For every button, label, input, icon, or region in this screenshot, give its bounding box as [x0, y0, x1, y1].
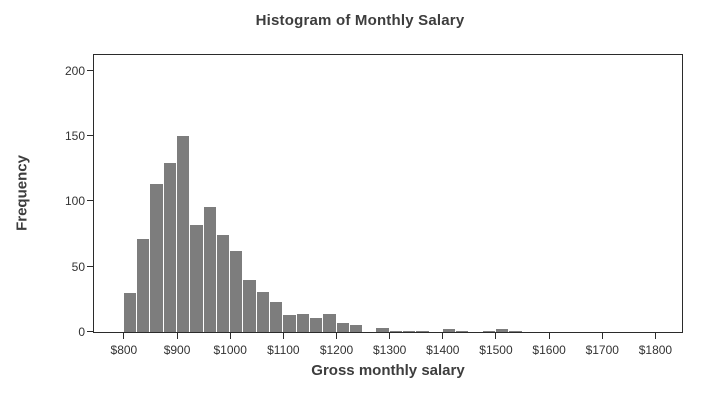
x-axis-label: Gross monthly salary — [311, 362, 465, 379]
histogram-bar — [216, 235, 230, 332]
y-axis-tick — [87, 200, 93, 202]
y-tick-label: 200 — [64, 63, 85, 78]
y-tick-label: 0 — [78, 325, 85, 339]
histogram-bar — [123, 292, 137, 332]
histogram-bar — [389, 330, 402, 332]
histogram-bar — [150, 184, 163, 332]
histogram-bar — [283, 315, 296, 332]
histogram-bar — [177, 136, 190, 332]
x-axis-tick — [601, 333, 603, 339]
x-axis-tick — [389, 333, 391, 339]
y-axis-tick — [87, 135, 93, 136]
y-tick-label: 100 — [64, 194, 85, 209]
histogram-bar — [376, 328, 389, 332]
histogram-bar — [509, 330, 522, 332]
histogram-bar — [230, 251, 243, 332]
x-tick-label: $800 — [110, 343, 138, 357]
y-axis-tick — [87, 265, 93, 267]
x-tick-label: $900 — [163, 343, 191, 357]
x-tick-label: $1300 — [372, 343, 407, 357]
x-tick-label: $1200 — [319, 343, 354, 357]
histogram-bar — [243, 279, 256, 332]
x-axis-tick — [176, 333, 178, 339]
histogram-bar — [256, 291, 270, 332]
histogram-bar — [336, 322, 349, 332]
x-axis-tick — [229, 333, 231, 339]
histogram-bar — [203, 206, 216, 332]
x-tick-label: $1500 — [479, 343, 513, 357]
x-tick-label: $1700 — [585, 343, 619, 357]
x-tick-label: $1600 — [532, 343, 566, 357]
histogram-bar — [495, 329, 509, 332]
x-tick-label: $1800 — [638, 343, 673, 357]
x-axis-tick — [495, 333, 497, 339]
x-tick-label: $1400 — [426, 343, 460, 357]
histogram-bar — [137, 239, 150, 332]
x-axis-tick — [336, 333, 337, 339]
x-axis-tick — [282, 333, 284, 339]
histogram-bar — [482, 330, 495, 332]
histogram-bar — [416, 330, 429, 332]
x-axis-tick — [654, 333, 656, 339]
histogram-bar — [323, 313, 336, 332]
chart-title: Histogram of Monthly Salary — [255, 12, 465, 29]
histogram-bar — [442, 329, 456, 332]
x-axis-tick — [548, 333, 550, 339]
plot-area: 0 50 100 150 200 $800 $900 $1000 $1100 $1200 $1300… — [65, 54, 683, 356]
histogram-bar — [309, 317, 323, 332]
x-tick-label: $1100 — [267, 343, 300, 357]
histogram-bar — [296, 313, 309, 332]
histogram-bar — [163, 163, 177, 332]
histogram-bar — [456, 330, 469, 332]
y-axis-tick — [87, 69, 93, 71]
x-axis-tick — [442, 333, 444, 339]
y-axis-label: Frequency — [13, 155, 31, 231]
y-axis-tick — [87, 331, 93, 332]
x-axis-tick — [123, 333, 125, 339]
histogram-bar — [190, 224, 203, 332]
y-tick-label: 150 — [64, 129, 85, 143]
y-tick-label: 50 — [71, 259, 85, 274]
x-tick-label: $1000 — [213, 343, 247, 357]
histogram-bar — [270, 301, 283, 332]
histogram-bar — [402, 330, 416, 332]
histogram-bar — [349, 325, 363, 332]
